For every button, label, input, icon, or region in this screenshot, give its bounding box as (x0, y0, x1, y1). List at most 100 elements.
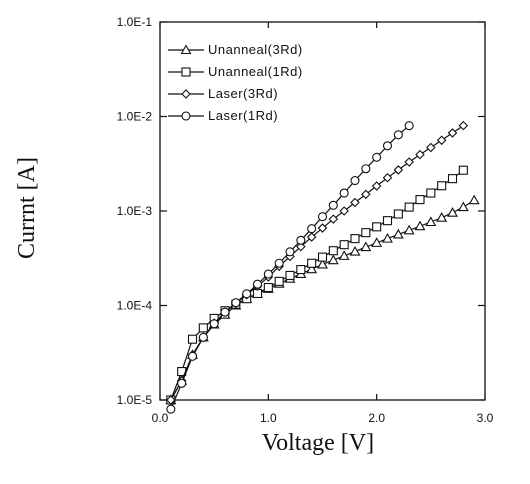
data-point (458, 120, 469, 131)
data-point (317, 212, 328, 222)
data-point (372, 152, 382, 162)
data-point (296, 265, 306, 275)
data-point (404, 121, 414, 131)
data-point (415, 195, 425, 205)
x-tick-label: 0.0 (152, 411, 169, 425)
data-point (415, 149, 425, 160)
data-point (371, 181, 382, 191)
data-point (350, 234, 360, 244)
data-point (426, 142, 436, 153)
data-point (339, 240, 349, 250)
data-point (447, 128, 458, 138)
data-point (338, 250, 350, 260)
legend-label: Unanneal(3Rd) (208, 42, 303, 57)
data-point (361, 228, 371, 238)
data-point (317, 252, 328, 262)
data-point (252, 279, 263, 289)
data-point (166, 395, 176, 405)
data-point (382, 216, 393, 226)
data-point (306, 232, 317, 242)
y-tick-label: 1.0E-4 (117, 299, 153, 313)
y-tick-label: 1.0E-2 (117, 110, 153, 124)
series-circle (166, 121, 414, 414)
x-axis-title: Voltage [V] (262, 430, 374, 456)
data-point (307, 258, 317, 268)
data-point (296, 235, 306, 245)
data-point (198, 323, 208, 333)
legend-marker (181, 111, 191, 121)
data-point (468, 194, 480, 205)
data-point (414, 220, 426, 231)
data-point (392, 228, 404, 239)
data-point (187, 334, 198, 344)
data-point (307, 224, 317, 234)
data-point (242, 289, 252, 299)
legend-marker (180, 44, 192, 55)
x-tick-label: 2.0 (368, 411, 385, 425)
data-point (177, 378, 187, 388)
legend-label: Laser(3Rd) (208, 86, 278, 101)
data-point (231, 298, 241, 308)
data-point (457, 201, 469, 212)
data-point (263, 282, 273, 293)
data-point (426, 188, 436, 198)
x-tick-label: 1.0 (260, 411, 277, 425)
data-point (317, 223, 328, 233)
series-line (170, 125, 464, 401)
data-point (166, 404, 176, 414)
data-point (274, 276, 284, 286)
data-point (447, 207, 458, 217)
data-point (350, 197, 360, 208)
data-point (328, 214, 339, 224)
legend-label: Laser(1Rd) (208, 108, 278, 123)
data-point (220, 307, 230, 317)
legend-item: Unanneal(1Rd) (168, 64, 302, 79)
series-square (166, 165, 468, 405)
data-point (393, 130, 403, 140)
data-point (382, 141, 393, 151)
data-point (404, 202, 414, 212)
data-point (339, 206, 349, 216)
data-point (274, 258, 284, 268)
data-point (349, 245, 361, 256)
data-point (306, 263, 318, 274)
data-point (285, 247, 295, 257)
x-tick-label: 3.0 (477, 411, 494, 425)
data-point (436, 212, 448, 222)
data-point (437, 181, 447, 191)
y-tick-label: 1.0E-3 (117, 204, 153, 218)
data-point (393, 165, 404, 175)
data-point (360, 241, 372, 252)
y-tick-label: 1.0E-1 (117, 15, 153, 29)
data-point (382, 233, 393, 243)
y-tick-label: 1.0E-5 (117, 393, 153, 407)
data-point (436, 135, 447, 146)
data-point (327, 254, 339, 265)
data-point (447, 174, 458, 184)
series-line (170, 125, 410, 410)
series-layer (165, 120, 480, 414)
data-point (296, 241, 306, 252)
series-line (170, 169, 464, 401)
data-point (372, 222, 382, 232)
data-point (209, 319, 219, 329)
data-point (350, 176, 360, 186)
legend-item: Laser(1Rd) (168, 108, 278, 123)
legend-item: Laser(3Rd) (168, 86, 278, 101)
data-point (187, 351, 198, 361)
data-point (382, 172, 393, 183)
data-point (317, 258, 328, 269)
data-point (458, 165, 468, 175)
series-diamond (166, 120, 469, 405)
legend-marker (181, 67, 191, 77)
axes: 0.0 1.0 2.0 3.0 1.0E-5 1.0E-4 1.0E-3 1.0E-2 1.0E… (117, 15, 494, 425)
data-point (339, 188, 349, 198)
data-point (403, 224, 415, 235)
legend-item: Unanneal(3Rd) (168, 42, 303, 57)
y-axis-title: Currnt [A] (14, 157, 40, 259)
legend-marker (181, 89, 191, 99)
data-point (404, 157, 414, 167)
data-point (198, 332, 208, 342)
data-point (371, 237, 383, 247)
